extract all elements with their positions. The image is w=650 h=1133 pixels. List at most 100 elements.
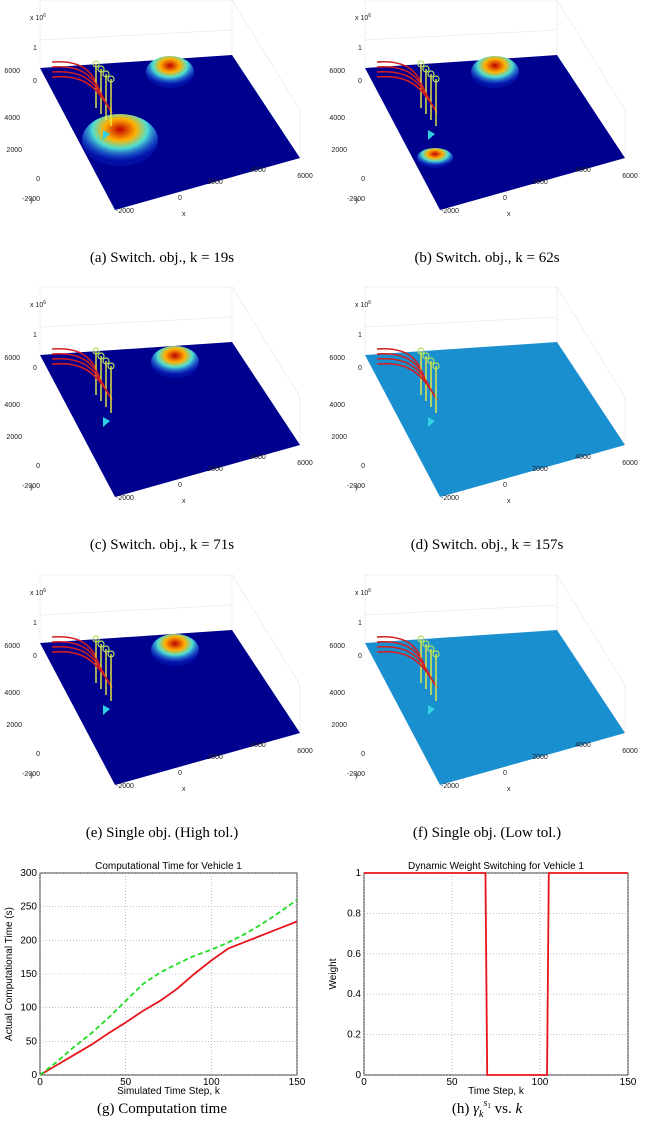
scale-base: x 10	[355, 15, 368, 22]
scale-label: x 106	[355, 588, 371, 597]
vehicle	[97, 352, 105, 360]
z-tick-label: 1	[358, 45, 362, 52]
scale-base: x 10	[355, 590, 368, 597]
y-tick-label: 0.6	[347, 949, 361, 960]
caption: (a) Switch. obj., k = 19s	[90, 250, 234, 266]
x-tick-label: 0	[178, 770, 182, 777]
x-tick-label: 6000	[622, 460, 638, 467]
y-tick-label: 100	[20, 1003, 37, 1014]
x-tick-label: 150	[620, 1077, 637, 1088]
surface-peak	[151, 346, 199, 378]
y-tick-label: -2000	[22, 196, 40, 203]
box-edge	[39, 29, 233, 41]
x-tick-label: 150	[289, 1077, 306, 1088]
z-tick-label: 1	[33, 620, 37, 627]
surface-plot: x 106106000400020000-2000y-2000020004000…	[4, 286, 313, 553]
caption: (g) Computation time	[97, 1101, 227, 1117]
y-tick-label: 0	[361, 751, 365, 758]
y-tick-label: 0	[36, 751, 40, 758]
scale-base: x 10	[355, 302, 368, 309]
caption: (c) Switch. obj., k = 71s	[90, 537, 234, 553]
vehicle	[422, 352, 430, 360]
box-edge	[556, 286, 626, 398]
caption: (f) Single obj. (Low tol.)	[413, 825, 561, 841]
y-tick-label: 2000	[331, 722, 347, 729]
y-tick-label: 6000	[329, 68, 345, 75]
target-flag	[428, 130, 435, 140]
scale-base: x 10	[30, 302, 43, 309]
y-tick-label: 4000	[4, 115, 20, 122]
y-tick-label: 300	[20, 868, 37, 879]
y-tick-label: 2000	[6, 147, 22, 154]
box-edge	[364, 316, 558, 328]
plot-area	[363, 872, 629, 1076]
box-edge	[556, 574, 626, 686]
target-flag	[103, 130, 110, 140]
trajectory	[51, 650, 113, 689]
surface-floor	[365, 630, 625, 785]
y-tick-label: 6000	[4, 643, 20, 650]
y-tick-label: 250	[20, 902, 37, 913]
scale-exponent: 6	[43, 300, 46, 306]
x-tick-label: 0	[503, 195, 507, 202]
y-axis-label: y	[30, 197, 34, 204]
x-tick-label: 100	[203, 1077, 220, 1088]
x-tick-label: 2000	[532, 466, 548, 473]
y-axis-label: Weight	[328, 958, 339, 989]
y-axis-label: y	[30, 484, 34, 491]
x-tick-label: 6000	[297, 173, 313, 180]
data-line	[39, 920, 298, 1076]
y-tick-label: 0	[36, 176, 40, 183]
box-edge	[39, 604, 233, 616]
x-tick-label: 2000	[207, 179, 223, 186]
y-tick-label: 6000	[4, 68, 20, 75]
x-tick-label: 4000	[575, 454, 591, 461]
surface-plot: x 106106000400020000-2000y-2000020004000…	[4, 0, 313, 266]
x-tick-label: 2000	[532, 179, 548, 186]
vehicle	[102, 70, 110, 78]
y-axis-label: Actual Computational Time (s)	[4, 907, 15, 1041]
x-axis-label: Simulated Time Step, k	[117, 1086, 221, 1097]
surface-peak	[471, 56, 519, 88]
vehicle	[97, 640, 105, 648]
surface-floor	[365, 342, 625, 497]
caption-var: k	[515, 1101, 522, 1117]
x-tick-label: 2000	[207, 754, 223, 761]
vehicle	[427, 357, 435, 365]
y-axis-label: y	[355, 197, 359, 204]
vehicle	[417, 347, 425, 355]
vehicle	[102, 645, 110, 653]
x-tick-label: 4000	[575, 167, 591, 174]
z-tick-label: 0	[33, 365, 37, 372]
vehicle	[432, 75, 440, 83]
vehicle	[417, 60, 425, 68]
scale-label: x 106	[30, 13, 46, 22]
surface-peak	[82, 114, 158, 166]
chart-title: Dynamic Weight Switching for Vehicle 1	[408, 861, 584, 872]
vehicle	[417, 635, 425, 643]
y-tick-label: -2000	[22, 483, 40, 490]
z-tick-label: 0	[358, 653, 362, 660]
y-tick-label: 4000	[4, 402, 20, 409]
surface-peak	[151, 634, 199, 666]
trajectory	[376, 75, 438, 114]
box-edge	[556, 0, 626, 111]
y-tick-label: 0	[31, 1070, 37, 1081]
x-tick-label: 2000	[207, 466, 223, 473]
trajectory	[376, 650, 438, 689]
y-tick-label: 6000	[329, 355, 345, 362]
x-axis-label: x	[182, 498, 186, 505]
x-axis-label: x	[182, 211, 186, 218]
vehicle	[427, 645, 435, 653]
surface-floor	[40, 342, 300, 497]
scale-label: x 106	[355, 300, 371, 309]
z-tick-label: 1	[33, 45, 37, 52]
surface-plot: x 106106000400020000-2000y-2000020004000…	[4, 574, 313, 841]
surface-peak	[417, 148, 453, 168]
surface-plot: x 106106000400020000-2000y-2000020004000…	[329, 286, 638, 553]
x-tick-label: 100	[532, 1077, 549, 1088]
y-tick-label: 4000	[329, 402, 345, 409]
y-axis-label: y	[355, 772, 359, 779]
z-tick-label: 1	[33, 332, 37, 339]
